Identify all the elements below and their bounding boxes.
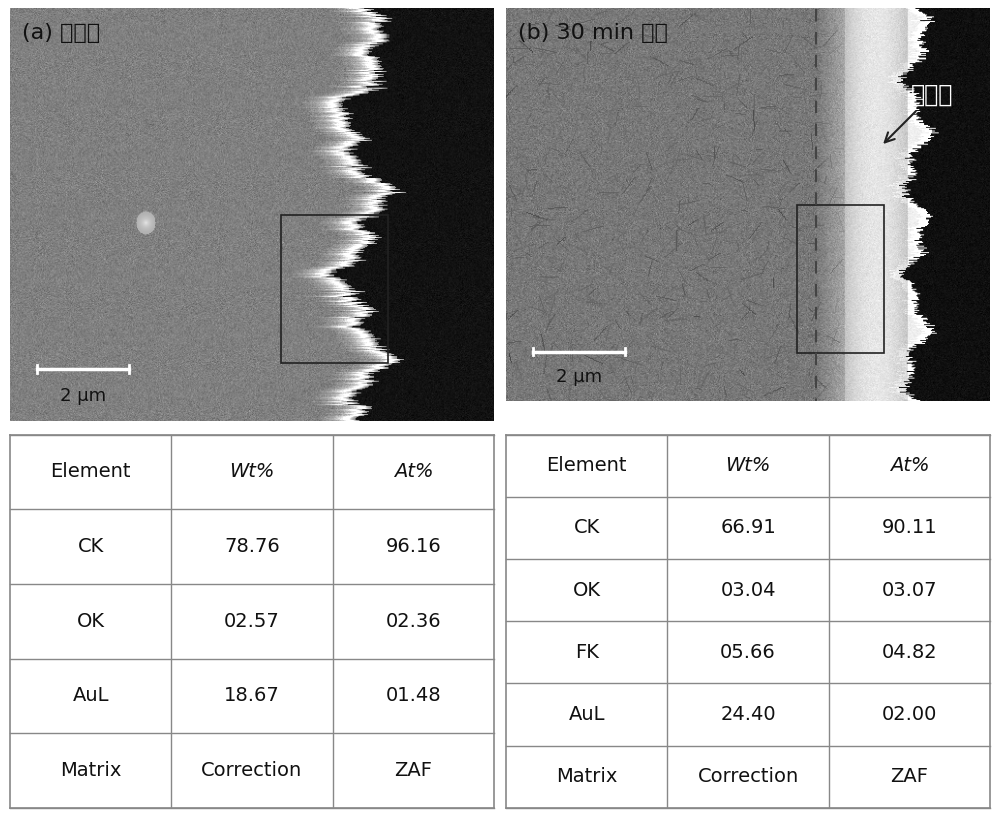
Bar (281, 215, 388, 363)
Text: 90.11: 90.11 (882, 518, 937, 538)
Text: Wt%: Wt% (725, 456, 771, 475)
Text: (b) 30 min 氟化: (b) 30 min 氟化 (518, 23, 668, 42)
Text: 05.66: 05.66 (720, 643, 776, 662)
Text: (a) 未氟化: (a) 未氟化 (22, 23, 100, 42)
Text: OK: OK (573, 580, 601, 600)
Text: 04.82: 04.82 (882, 643, 937, 662)
Text: At%: At% (394, 463, 433, 481)
Text: 96.16: 96.16 (385, 537, 441, 556)
Text: 氟化层: 氟化层 (885, 82, 954, 142)
Text: ZAF: ZAF (394, 761, 432, 780)
Text: AuL: AuL (568, 705, 605, 724)
Text: 02.36: 02.36 (385, 612, 441, 631)
Bar (797, 205, 884, 353)
Text: At%: At% (890, 456, 929, 475)
Text: FK: FK (575, 643, 599, 662)
Text: 18.67: 18.67 (224, 686, 280, 705)
Text: Element: Element (50, 463, 131, 481)
Text: 2 μm: 2 μm (556, 368, 602, 387)
Text: CK: CK (574, 518, 600, 538)
Text: 03.07: 03.07 (882, 580, 937, 600)
Text: 02.57: 02.57 (224, 612, 280, 631)
Text: AuL: AuL (72, 686, 109, 705)
Text: Matrix: Matrix (556, 767, 617, 787)
Text: CK: CK (78, 537, 104, 556)
Text: 24.40: 24.40 (720, 705, 776, 724)
Text: Correction: Correction (697, 767, 799, 787)
Text: 01.48: 01.48 (385, 686, 441, 705)
Text: 2 μm: 2 μm (60, 387, 106, 405)
Text: OK: OK (77, 612, 105, 631)
Text: Correction: Correction (201, 761, 303, 780)
Text: 03.04: 03.04 (720, 580, 776, 600)
Text: 66.91: 66.91 (720, 518, 776, 538)
Text: Wt%: Wt% (229, 463, 275, 481)
Text: 02.00: 02.00 (882, 705, 937, 724)
Text: Element: Element (546, 456, 627, 475)
Text: 78.76: 78.76 (224, 537, 280, 556)
Text: Matrix: Matrix (60, 761, 121, 780)
Text: ZAF: ZAF (890, 767, 928, 787)
